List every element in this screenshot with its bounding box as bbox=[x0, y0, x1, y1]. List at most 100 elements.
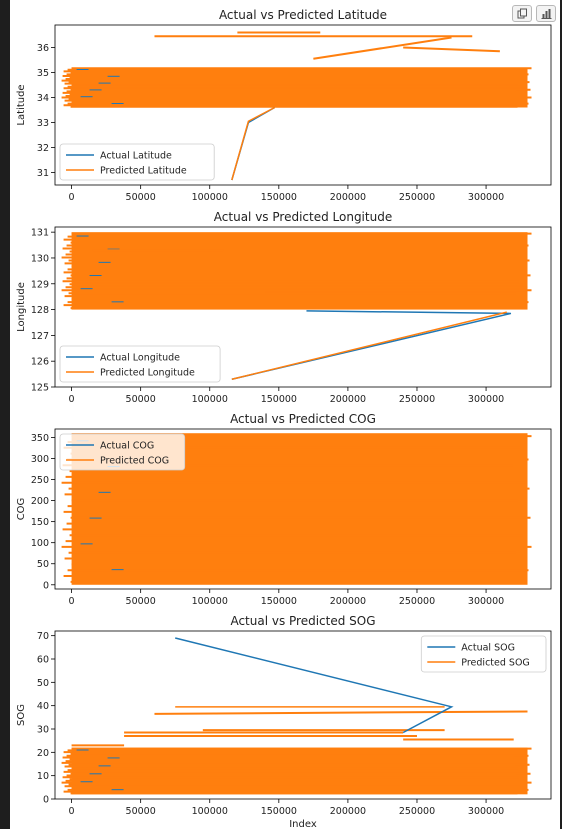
y-tick-label: 70 bbox=[37, 631, 49, 642]
y-tick-label: 300 bbox=[31, 454, 49, 465]
y-tick-label: 100 bbox=[31, 538, 49, 549]
y-tick-label: 0 bbox=[43, 580, 49, 591]
plot-area bbox=[61, 232, 532, 380]
plot-area bbox=[61, 433, 532, 585]
x-tick-label: 0 bbox=[69, 806, 75, 817]
series-line-predicted bbox=[231, 311, 507, 380]
copy-icon bbox=[517, 8, 527, 19]
x-tick-label: 150000 bbox=[261, 394, 297, 405]
series-line-predicted bbox=[231, 106, 276, 181]
y-tick-label: 33 bbox=[37, 118, 49, 129]
legend-label: Predicted COG bbox=[100, 456, 169, 467]
figure-canvas: Actual vs Predicted Latitude 0 50000 100000… bbox=[10, 0, 560, 829]
axes-frame bbox=[54, 24, 552, 186]
y-axis-label: COG bbox=[16, 498, 27, 521]
y-tick-label: 150 bbox=[31, 517, 49, 528]
x-tick-label: 300000 bbox=[468, 596, 504, 607]
axes-frame bbox=[54, 428, 552, 590]
y-tick-label: 32 bbox=[37, 143, 49, 154]
x-tick-label: 50000 bbox=[126, 192, 156, 203]
y-tick-label: 126 bbox=[31, 357, 49, 368]
axes-frame bbox=[54, 630, 552, 800]
legend: Actual COG Predicted COG bbox=[59, 433, 186, 471]
y-tick-label: 0 bbox=[43, 795, 49, 806]
y-tick-label: 129 bbox=[31, 279, 49, 290]
y-tick-label: 31 bbox=[37, 168, 49, 179]
legend: Actual SOG Predicted SOG bbox=[420, 635, 547, 673]
x-tick-label: 250000 bbox=[399, 806, 435, 817]
data-line bbox=[313, 36, 452, 60]
legend-box bbox=[59, 345, 221, 383]
legend-label: Predicted SOG bbox=[461, 658, 530, 669]
axes-frame bbox=[54, 226, 552, 388]
legend-label: Actual Longitude bbox=[100, 353, 180, 364]
plot-area bbox=[61, 637, 532, 795]
x-tick-label: 300000 bbox=[468, 806, 504, 817]
y-tick-label: 350 bbox=[31, 433, 49, 444]
y-tick-label: 60 bbox=[37, 655, 49, 666]
y-tick-label: 30 bbox=[37, 725, 49, 736]
x-tick-label: 300000 bbox=[468, 394, 504, 405]
legend: Actual Latitude Predicted Latitude bbox=[59, 143, 215, 181]
chart-title: Actual vs Predicted Latitude bbox=[219, 8, 387, 22]
y-tick-label: 128 bbox=[31, 305, 49, 316]
legend-label: Actual Latitude bbox=[100, 151, 172, 162]
chart-button[interactable] bbox=[536, 5, 556, 22]
y-tick-label: 50 bbox=[37, 559, 49, 570]
chart-panel-3: Actual vs Predicted COG 0 50000 100000 15000… bbox=[16, 412, 552, 607]
y-tick-label: 131 bbox=[31, 228, 49, 239]
dense-data-band bbox=[71, 232, 528, 310]
x-tick-label: 50000 bbox=[126, 596, 156, 607]
y-tick-label: 35 bbox=[37, 68, 49, 79]
x-tick-label: 250000 bbox=[399, 394, 435, 405]
chart-panel-1: Actual vs Predicted Latitude 0 50000 100000… bbox=[16, 8, 552, 203]
y-tick-label: 130 bbox=[31, 253, 49, 264]
x-tick-label: 0 bbox=[69, 192, 75, 203]
x-tick-label: 50000 bbox=[126, 806, 156, 817]
legend-label: Predicted Latitude bbox=[100, 166, 187, 177]
y-axis-label: Longitude bbox=[16, 282, 27, 332]
y-tick-label: 34 bbox=[37, 93, 49, 104]
legend-box bbox=[59, 143, 215, 181]
x-tick-label: 150000 bbox=[261, 596, 297, 607]
y-tick-label: 200 bbox=[31, 496, 49, 507]
y-tick-label: 127 bbox=[31, 331, 49, 342]
x-axis-label: Index bbox=[289, 819, 317, 829]
x-tick-label: 200000 bbox=[330, 806, 366, 817]
x-tick-label: 200000 bbox=[330, 596, 366, 607]
x-tick-label: 300000 bbox=[468, 192, 504, 203]
x-tick-label: 150000 bbox=[261, 192, 297, 203]
x-tick-label: 100000 bbox=[192, 806, 228, 817]
chart-title: Actual vs Predicted COG bbox=[230, 412, 376, 426]
data-line bbox=[154, 710, 528, 715]
x-tick-label: 250000 bbox=[399, 192, 435, 203]
legend-label: Actual SOG bbox=[461, 643, 515, 654]
x-tick-label: 150000 bbox=[261, 806, 297, 817]
legend-box bbox=[59, 433, 186, 471]
chart-panel-2: Actual vs Predicted Longitude 0 50000 10000… bbox=[16, 210, 552, 405]
y-tick-label: 10 bbox=[37, 771, 49, 782]
legend-label: Actual COG bbox=[100, 441, 154, 452]
legend-label: Predicted Longitude bbox=[100, 368, 195, 379]
y-tick-label: 125 bbox=[31, 383, 49, 394]
chart-title: Actual vs Predicted Longitude bbox=[214, 210, 392, 224]
x-tick-label: 50000 bbox=[126, 394, 156, 405]
legend: Actual Longitude Predicted Longitude bbox=[59, 345, 221, 383]
x-tick-label: 250000 bbox=[399, 596, 435, 607]
y-tick-label: 250 bbox=[31, 475, 49, 486]
series-line-actual bbox=[175, 637, 454, 734]
y-tick-label: 50 bbox=[37, 678, 49, 689]
y-tick-label: 20 bbox=[37, 748, 49, 759]
chart-icon bbox=[541, 9, 551, 19]
x-tick-label: 100000 bbox=[192, 192, 228, 203]
copy-button[interactable] bbox=[512, 5, 532, 22]
y-tick-label: 40 bbox=[37, 701, 49, 712]
figure-toolbar bbox=[512, 5, 556, 22]
x-tick-label: 0 bbox=[69, 596, 75, 607]
x-tick-label: 200000 bbox=[330, 192, 366, 203]
x-tick-label: 200000 bbox=[330, 394, 366, 405]
data-line bbox=[403, 46, 500, 53]
chart-title: Actual vs Predicted SOG bbox=[230, 614, 375, 628]
x-tick-label: 100000 bbox=[192, 596, 228, 607]
